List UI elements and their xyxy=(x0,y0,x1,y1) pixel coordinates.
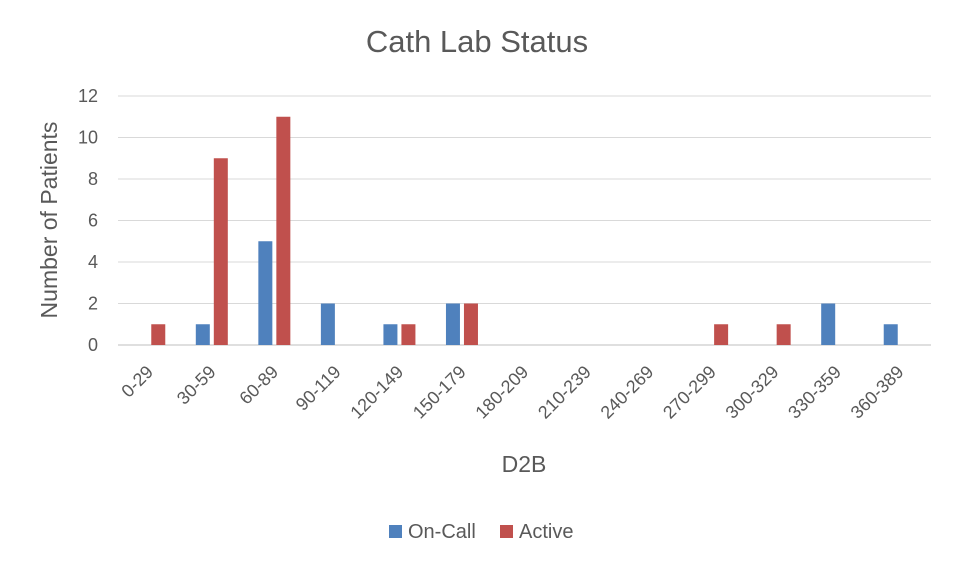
bar-on-call-120-149 xyxy=(383,324,398,345)
bar-active-300-329 xyxy=(776,324,791,345)
chart-title: Cath Lab Status xyxy=(366,24,588,59)
y-tick-label: 8 xyxy=(88,169,98,189)
y-axis-ticks: 0 2 4 6 8 10 12 xyxy=(78,86,98,355)
y-tick-label: 10 xyxy=(78,128,98,148)
bar-on-call-330-359 xyxy=(821,303,836,345)
y-tick-label: 2 xyxy=(88,294,98,314)
x-tick-label: 90-119 xyxy=(292,362,345,415)
x-tick-label: 150-179 xyxy=(409,362,470,423)
x-tick-label: 330-359 xyxy=(784,362,845,423)
x-axis-title: D2B xyxy=(502,451,547,477)
bar-on-call-60-89 xyxy=(258,241,273,345)
x-tick-label: 240-269 xyxy=(597,362,658,423)
legend-label: On-Call xyxy=(408,521,476,543)
x-tick-label: 180-209 xyxy=(471,362,532,423)
bar-active-30-59 xyxy=(213,158,228,345)
bars xyxy=(151,116,898,345)
y-axis-title: Number of Patients xyxy=(36,122,62,319)
y-tick-label: 12 xyxy=(78,86,98,106)
y-tick-label: 4 xyxy=(88,252,98,272)
x-tick-label: 210-239 xyxy=(534,362,595,423)
x-tick-label: 300-329 xyxy=(722,362,783,423)
bar-active-60-89 xyxy=(276,116,291,345)
bar-on-call-150-179 xyxy=(445,303,460,345)
x-tick-label: 120-149 xyxy=(346,362,407,423)
bar-on-call-360-389 xyxy=(883,324,898,345)
x-axis-ticks: 0-29 30-59 60-89 90-119 120-149 150-179 180-20… xyxy=(117,362,907,423)
x-tick-label: 30-59 xyxy=(173,362,220,409)
bar-on-call-30-59 xyxy=(195,324,210,345)
legend-label: Active xyxy=(519,521,573,543)
legend-swatch xyxy=(389,525,402,538)
bar-active-0-29 xyxy=(151,324,166,345)
bar-active-120-149 xyxy=(401,324,416,345)
x-tick-label: 0-29 xyxy=(117,362,157,402)
gridlines xyxy=(118,95,931,346)
y-tick-label: 6 xyxy=(88,211,98,231)
bar-active-270-299 xyxy=(714,324,729,345)
x-tick-label: 270-299 xyxy=(659,362,720,423)
legend: On-Call Active xyxy=(389,521,573,543)
y-tick-label: 0 xyxy=(88,335,98,355)
bar-on-call-90-119 xyxy=(320,303,335,345)
x-tick-label: 360-389 xyxy=(847,362,908,423)
bar-active-150-179 xyxy=(463,303,478,345)
legend-swatch xyxy=(500,525,513,538)
x-tick-label: 60-89 xyxy=(235,362,282,409)
